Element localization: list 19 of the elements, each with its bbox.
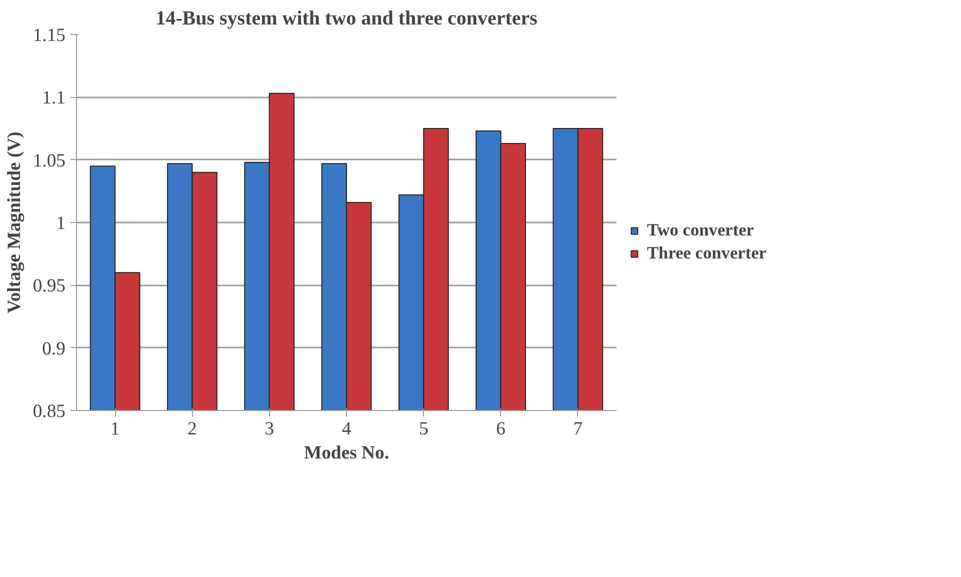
y-axis-title: Voltage Magnitude (V) — [4, 132, 25, 314]
y-tick-label: 1 — [56, 213, 66, 234]
y-tick-label: 1.05 — [32, 150, 66, 172]
x-tick-label: 5 — [418, 418, 428, 440]
x-tick-label: 2 — [188, 418, 197, 440]
x-tick-label: 1 — [110, 418, 120, 440]
legend-label: Three converter — [647, 244, 766, 264]
chart-title: 14-Bus system with two and three converters — [156, 8, 538, 30]
y-tick-label: 0.95 — [32, 276, 66, 297]
y-tick-label: 1.1 — [42, 88, 66, 109]
legend-label: Two converter — [647, 220, 754, 240]
x-tick-label: 6 — [496, 418, 506, 440]
x-tick-label: 7 — [573, 418, 583, 440]
x-tick-label: 3 — [264, 418, 274, 440]
y-tick-label: 1.15 — [32, 25, 66, 46]
x-tick-label: 4 — [342, 418, 352, 440]
y-tick-label: 0.9 — [42, 338, 66, 360]
x-axis-title: Modes No. — [304, 442, 389, 464]
y-tick-label: 0.85 — [32, 401, 66, 422]
